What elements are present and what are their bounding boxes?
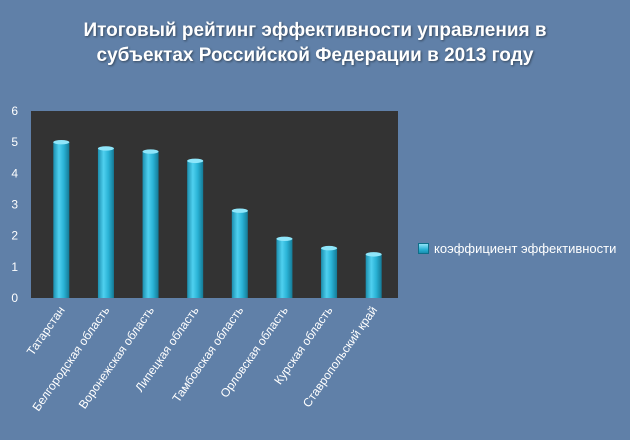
bar-cap-1 [53, 139, 70, 145]
y-tick-label-5: 4 [11, 166, 18, 180]
bar-cap-3 [142, 149, 159, 154]
chart-title-line1: Итоговый рейтинг эффективности управлени… [83, 20, 547, 41]
bar-7 [321, 248, 338, 298]
legend-swatch [418, 243, 429, 254]
bar-1 [53, 142, 70, 298]
chart-title: Итоговый рейтинг эффективности управлени… [0, 18, 630, 68]
bar-5 [231, 210, 248, 298]
y-tick-label-1: 0 [11, 291, 18, 305]
y-tick-label-7: 6 [11, 104, 18, 118]
bar-cap-7 [321, 245, 338, 251]
y-tick-label-4: 3 [11, 198, 18, 212]
bar-4 [187, 160, 204, 298]
plot-area [31, 111, 398, 298]
legend: коэффициент эффективности [418, 241, 616, 256]
y-tick-label-3: 2 [11, 229, 18, 243]
bar-cap-5 [231, 208, 248, 213]
legend-label: коэффициент эффективности [434, 241, 617, 256]
y-tick-label-2: 1 [11, 260, 18, 274]
x-tick-label-2: Белгородская область [30, 304, 113, 414]
bar-cap-8 [365, 252, 382, 257]
bar-3 [142, 151, 159, 298]
y-tick-label-6: 5 [11, 135, 18, 149]
bar-6 [276, 238, 293, 298]
bar-cap-6 [276, 236, 293, 241]
chart-title-line2: субъектах Российской Федерации в 2013 го… [96, 45, 534, 66]
bar-8 [365, 254, 382, 298]
bar-2 [97, 148, 114, 298]
bar-cap-2 [97, 146, 114, 151]
x-tick-label-3: Воронежская область [76, 304, 157, 412]
x-tick-label-1: Татарстан [24, 304, 68, 358]
bar-cap-4 [187, 158, 204, 164]
